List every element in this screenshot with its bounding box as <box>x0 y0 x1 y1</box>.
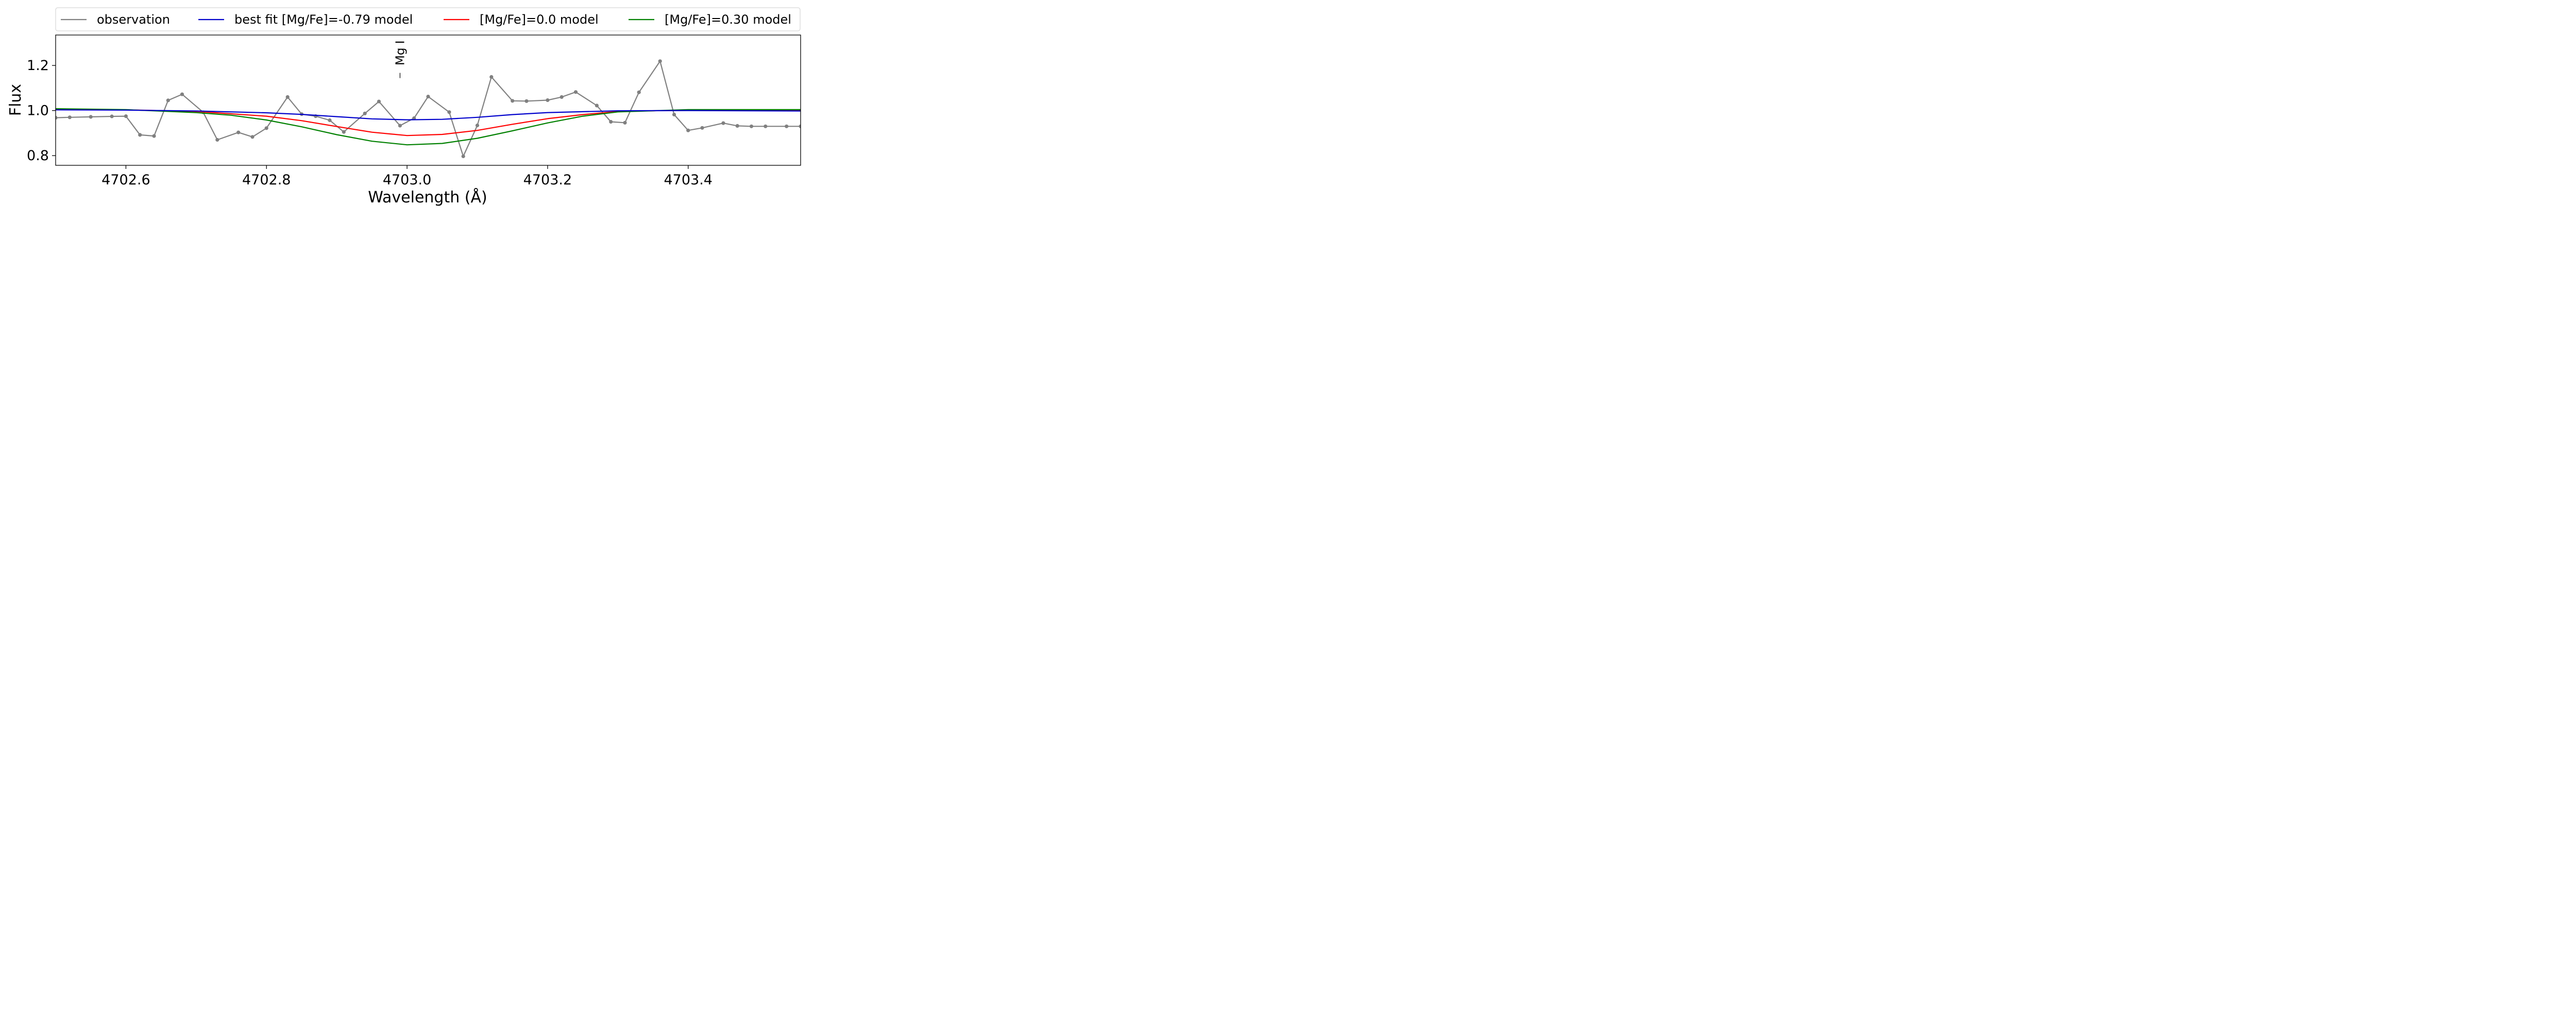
observation-point <box>658 59 662 63</box>
annotation-label: Mg I <box>394 40 407 65</box>
observation-point <box>215 138 219 142</box>
observation-point <box>764 124 768 128</box>
observation-point <box>524 99 529 103</box>
observation-point <box>560 95 564 99</box>
x-axis-label: Wavelength (Å) <box>368 188 487 207</box>
observation-point <box>56 116 58 120</box>
x-tick-label: 4702.6 <box>101 172 150 188</box>
series-line-2 <box>56 108 801 136</box>
y-axis: 0.8 1.0 1.2 <box>27 58 56 164</box>
series-layer <box>56 59 801 159</box>
observation-point <box>799 124 801 128</box>
observation-point <box>785 124 789 128</box>
observation-point <box>475 123 480 128</box>
observation-point <box>110 114 114 118</box>
observation-point <box>328 118 332 123</box>
observation-point <box>264 126 268 130</box>
series-line-3 <box>56 108 801 146</box>
x-tick-label: 4703.4 <box>664 172 712 188</box>
observation-point <box>124 114 128 118</box>
x-tick-label: 4703.2 <box>523 172 572 188</box>
legend-label: observation <box>97 12 170 27</box>
observation-point <box>461 154 465 159</box>
observation-point <box>573 90 578 94</box>
observation-point <box>489 75 494 79</box>
observation-point <box>285 95 290 99</box>
observation-point <box>700 126 704 130</box>
legend: observation best fit [Mg/Fe]=-0.79 model [… <box>55 7 801 31</box>
x-axis: 4702.6 4702.8 4703.0 4703.2 4703.4 <box>101 165 713 188</box>
observation-point <box>180 92 184 96</box>
y-axis-label: Flux <box>7 84 25 116</box>
observation-point <box>609 119 613 124</box>
chart-svg: Mg I 4702.6 4702.8 4703.0 4703.2 4703.4 0.8 1… <box>7 7 801 207</box>
series-line-1 <box>56 109 801 121</box>
observation-point <box>637 90 641 94</box>
legend-label: [Mg/Fe]=0.0 model <box>480 12 599 27</box>
observation-point <box>623 121 627 125</box>
observation-point <box>749 124 754 128</box>
observation-point <box>595 104 599 108</box>
observation-point <box>735 124 739 128</box>
series-line-0 <box>56 60 801 157</box>
observation-point <box>363 111 367 115</box>
x-tick-label: 4702.8 <box>242 172 291 188</box>
plot-frame <box>55 35 801 166</box>
x-tick-label: 4703.0 <box>383 172 431 188</box>
observation-point <box>236 130 241 134</box>
chart-figure: Mg I 4702.6 4702.8 4703.0 4703.2 4703.4 0.8 1… <box>0 0 808 215</box>
observation-point <box>152 134 156 138</box>
observation-point <box>67 115 72 119</box>
y-tick-label: 1.2 <box>27 58 49 74</box>
observation-point <box>89 115 93 119</box>
observation-point <box>166 98 170 102</box>
legend-label: [Mg/Fe]=0.30 model <box>665 12 791 27</box>
observation-point <box>377 99 381 104</box>
legend-frame <box>55 7 801 31</box>
annotation-layer: Mg I <box>394 40 407 78</box>
observation-point <box>672 112 676 117</box>
observation-point <box>398 124 402 128</box>
observation-point <box>447 110 451 114</box>
observation-point <box>721 121 725 125</box>
observation-point <box>511 99 515 103</box>
observation-point <box>426 94 430 99</box>
y-tick-label: 0.8 <box>27 148 49 164</box>
observation-point <box>546 98 550 102</box>
observation-point <box>138 133 142 137</box>
y-tick-label: 1.0 <box>27 103 49 119</box>
observation-point <box>686 128 690 132</box>
observation-point <box>342 130 346 134</box>
legend-label: best fit [Mg/Fe]=-0.79 model <box>234 12 413 27</box>
observation-point <box>250 135 255 139</box>
